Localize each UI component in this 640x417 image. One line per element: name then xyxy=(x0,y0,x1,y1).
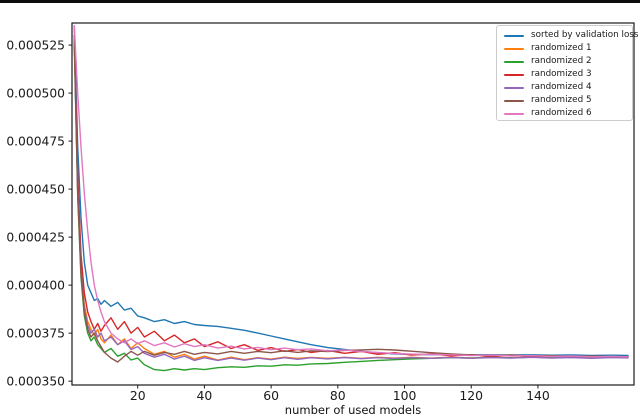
legend-item: randomized 6 xyxy=(497,107,632,120)
y-tick-label: 0.000525 xyxy=(6,38,65,52)
legend-item: randomized 1 xyxy=(497,42,632,55)
legend-line-sample xyxy=(504,34,524,37)
series-line-randomized-4 xyxy=(73,38,629,362)
legend-item: randomized 2 xyxy=(497,55,632,68)
y-tick-label: 0.000475 xyxy=(6,134,65,148)
legend-line-sample xyxy=(504,112,524,115)
y-tick-label: 0.000375 xyxy=(6,326,65,340)
legend-label: randomized 2 xyxy=(531,56,592,66)
series-line-randomized-6 xyxy=(73,25,629,358)
x-tick-label: 40 xyxy=(197,388,213,403)
legend-item: randomized 5 xyxy=(497,94,632,107)
legend-label: randomized 5 xyxy=(531,95,592,105)
legend-label: randomized 1 xyxy=(531,43,592,53)
x-tick-label: 60 xyxy=(263,388,279,403)
legend-line-sample xyxy=(504,99,524,102)
y-tick-label: 0.000400 xyxy=(6,278,65,292)
x-tick-label: 80 xyxy=(330,388,346,403)
x-tick-label: 140 xyxy=(526,388,550,403)
y-tick-label: 0.000450 xyxy=(6,182,65,196)
x-axis-label: number of used models xyxy=(284,403,422,417)
legend-label: randomized 4 xyxy=(531,82,592,92)
legend-line-sample xyxy=(504,73,524,76)
x-tick-label: 120 xyxy=(459,388,483,403)
y-tick-label: 0.000350 xyxy=(6,374,65,388)
legend-line-sample xyxy=(504,60,524,63)
legend-line-sample xyxy=(504,86,524,89)
top-border-line xyxy=(0,0,640,3)
y-tick-label: 0.000500 xyxy=(6,86,65,100)
x-tick-label: 20 xyxy=(130,388,146,403)
legend-label: sorted by validation loss xyxy=(531,30,639,40)
legend-item: sorted by validation loss xyxy=(497,29,639,42)
legend-label: randomized 3 xyxy=(531,69,592,79)
legend-line-sample xyxy=(504,47,524,50)
x-tick-label: 100 xyxy=(393,388,417,403)
legend-item: randomized 3 xyxy=(497,68,632,81)
legend-box: sorted by validation loss randomized 1 ran… xyxy=(496,25,639,121)
y-tick-label: 0.000425 xyxy=(6,230,65,244)
plot-border xyxy=(71,22,635,386)
legend-label: randomized 6 xyxy=(531,108,592,118)
legend-item: randomized 4 xyxy=(497,81,632,94)
